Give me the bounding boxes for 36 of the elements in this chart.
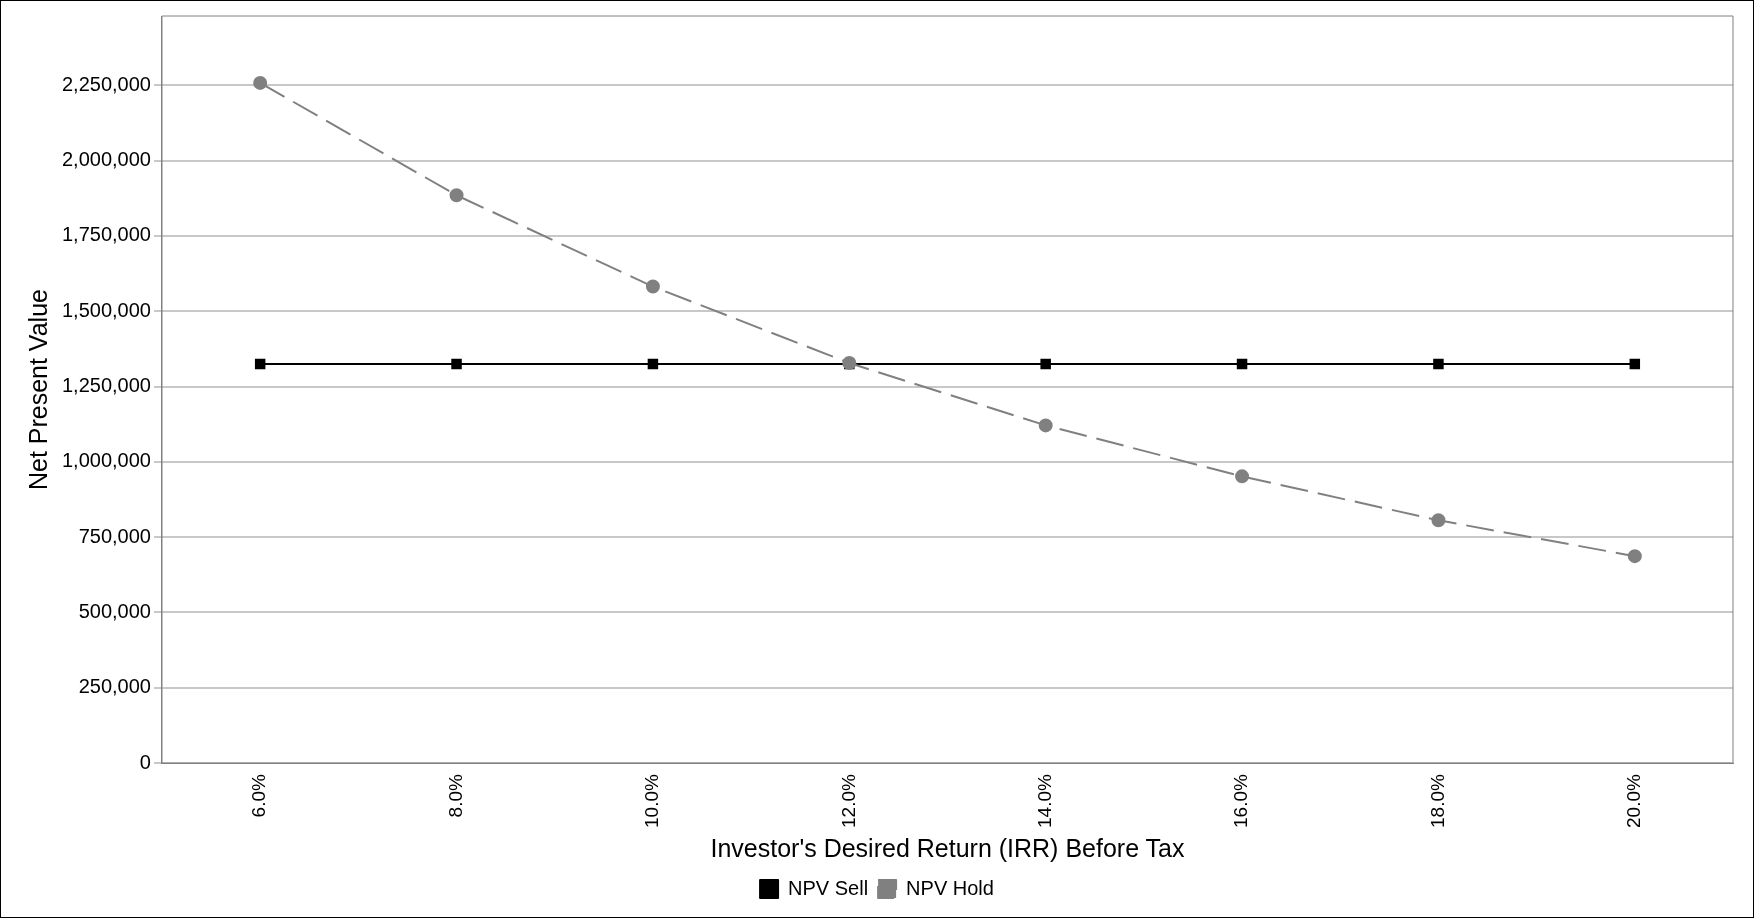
point — [449, 188, 464, 203]
x-axis-title: Investor's Desired Return (IRR) Before Tax — [710, 833, 1185, 862]
point — [1629, 358, 1641, 370]
point — [645, 279, 660, 294]
point — [1236, 358, 1248, 370]
legend-label: NPV Sell — [788, 876, 869, 899]
x-tick-label: 16.0% — [1230, 774, 1252, 828]
y-tick-label: 250,000 — [78, 675, 151, 698]
point — [451, 358, 462, 370]
legend-label: NPV Hold — [906, 876, 994, 899]
x-tick-label: 8.0% — [444, 774, 466, 818]
y-tick-label: 500,000 — [78, 600, 151, 623]
y-tick-label: 0 — [139, 750, 151, 773]
x-tick-label: 12.0% — [837, 774, 859, 828]
y-tick-label: 750,000 — [78, 524, 151, 547]
x-tick-label: 10.0% — [641, 774, 663, 828]
point — [1627, 549, 1642, 564]
y-tick-label: 1,000,000 — [61, 449, 151, 472]
y-tick-label: 1,250,000 — [61, 374, 151, 397]
y-tick-label: 2,000,000 — [61, 148, 151, 171]
point — [1431, 513, 1446, 528]
y-axis-title: Net Present Value — [23, 289, 52, 491]
point — [1235, 469, 1250, 484]
y-tick-label: 1,500,000 — [61, 298, 151, 321]
point — [1433, 358, 1444, 370]
y-tick-label: 2,250,000 — [61, 72, 151, 95]
x-tick-label: 14.0% — [1033, 774, 1055, 828]
point — [1038, 418, 1053, 433]
y-tick-label: 1,750,000 — [61, 223, 151, 246]
point — [254, 358, 266, 370]
x-tick-label: 18.0% — [1426, 774, 1448, 828]
x-tick-label: 20.0% — [1623, 774, 1645, 828]
point — [253, 75, 268, 90]
point — [1040, 358, 1051, 370]
point — [647, 358, 659, 370]
x-tick-label: 6.0% — [248, 774, 270, 818]
